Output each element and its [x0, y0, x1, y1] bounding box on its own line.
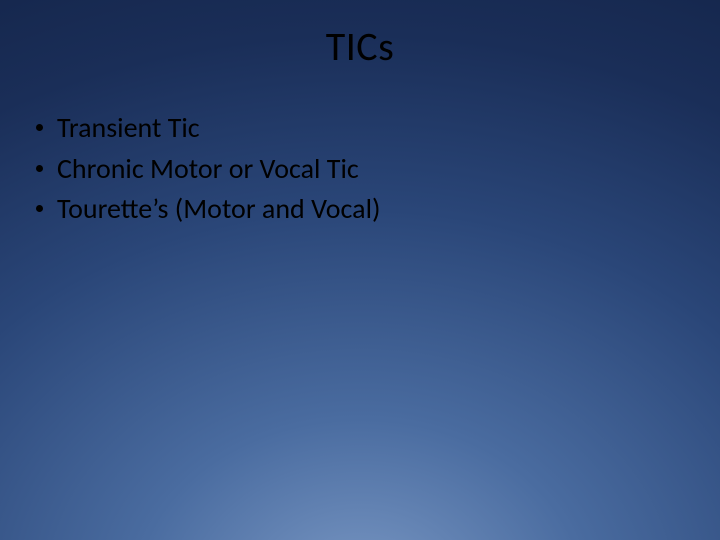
bullet-icon [36, 124, 43, 131]
bullet-list: Transient Tic Chronic Motor or Vocal Tic… [36, 108, 381, 230]
bullet-text: Transient Tic [57, 108, 200, 149]
bullet-icon [36, 165, 43, 172]
slide-title: TICs [0, 0, 720, 71]
bullet-text: Chronic Motor or Vocal Tic [57, 149, 359, 190]
list-item: Transient Tic [36, 108, 381, 149]
list-item: Tourette’s (Motor and Vocal) [36, 189, 381, 230]
slide: TICs Transient Tic Chronic Motor or Voca… [0, 0, 720, 540]
list-item: Chronic Motor or Vocal Tic [36, 149, 381, 190]
bullet-text: Tourette’s (Motor and Vocal) [57, 189, 381, 230]
bullet-icon [36, 205, 43, 212]
